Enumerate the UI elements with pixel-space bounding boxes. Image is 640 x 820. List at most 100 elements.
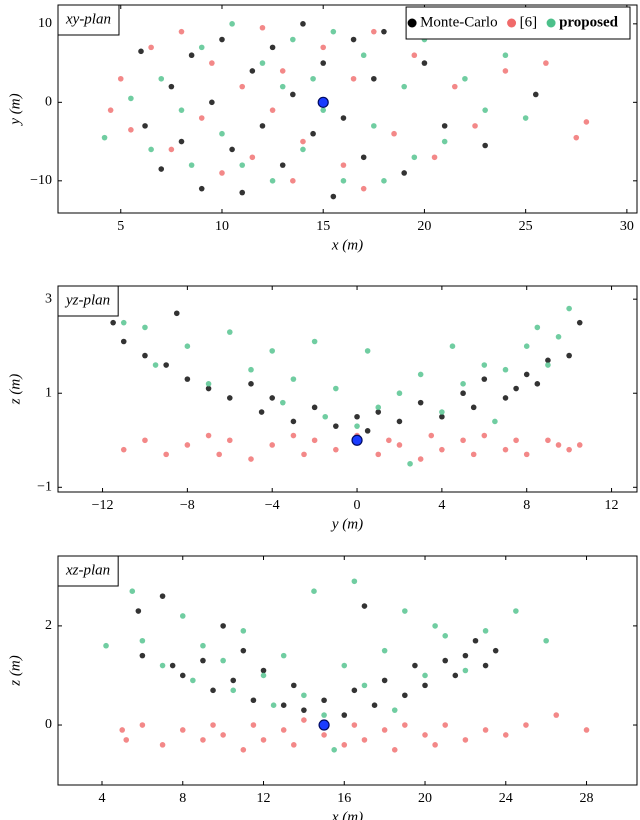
point [269, 107, 276, 113]
point [482, 662, 489, 669]
point [148, 146, 154, 153]
x-tick-label: 10 [215, 219, 229, 234]
legend-label: [6] [520, 14, 538, 30]
point [168, 146, 175, 153]
point [566, 446, 572, 453]
x-tick-label: 20 [418, 791, 432, 806]
point [190, 677, 196, 684]
point [543, 60, 549, 66]
axes-frame [57, 555, 638, 786]
point [364, 428, 371, 434]
point [159, 662, 166, 669]
axes-frame [57, 4, 638, 214]
point [110, 319, 116, 326]
point [120, 338, 127, 345]
point [321, 732, 327, 738]
point [351, 687, 358, 694]
y-tick-label: −10 [30, 173, 52, 188]
legend-frame [405, 6, 631, 40]
point [120, 319, 127, 326]
x-tick-label: −8 [180, 498, 195, 513]
point [340, 178, 347, 184]
point [205, 432, 212, 439]
point [545, 357, 551, 364]
plot-label: xy-plan [65, 11, 111, 27]
point [240, 628, 247, 634]
point [269, 442, 276, 448]
point [402, 608, 408, 614]
point [226, 329, 233, 335]
point [188, 52, 195, 59]
point [239, 189, 246, 196]
point [351, 722, 358, 728]
point [534, 381, 541, 387]
point [178, 28, 185, 35]
point [120, 446, 127, 453]
point [280, 652, 287, 659]
plot-label: yz-plan [64, 292, 110, 308]
point [269, 178, 276, 184]
point [360, 52, 367, 59]
point [354, 423, 360, 429]
point [290, 742, 297, 748]
point [226, 437, 233, 444]
point [411, 154, 418, 161]
y-tick-label: 2 [45, 618, 52, 633]
true-position [318, 719, 330, 731]
point [178, 107, 185, 113]
point [260, 737, 267, 743]
point [250, 697, 257, 704]
point [340, 162, 347, 168]
point [502, 366, 509, 373]
point [290, 682, 297, 689]
point [311, 404, 318, 411]
point [248, 381, 254, 387]
point [482, 727, 489, 733]
point [163, 362, 169, 368]
point [322, 413, 329, 420]
y-tick-label: −1 [37, 480, 52, 495]
point [502, 395, 509, 401]
point [417, 456, 424, 462]
point [472, 637, 479, 644]
point [300, 146, 306, 153]
point [280, 727, 287, 733]
point [502, 52, 509, 59]
point [360, 185, 367, 192]
point [375, 404, 382, 411]
point [159, 593, 166, 599]
points [110, 305, 583, 467]
point [220, 623, 226, 629]
point [311, 338, 318, 345]
point [239, 83, 246, 90]
point [545, 362, 551, 368]
x-tick-label: −4 [265, 498, 280, 513]
point [184, 343, 191, 350]
plot-label-box [57, 4, 120, 36]
legend: Monte-Carlo [6] proposed [405, 6, 631, 40]
point [462, 737, 469, 743]
point [396, 390, 403, 397]
point [258, 409, 265, 415]
point [220, 657, 226, 664]
point [583, 119, 590, 125]
point [129, 588, 136, 594]
point [543, 637, 549, 644]
point [381, 647, 388, 654]
legend-swatch [407, 18, 417, 28]
point [361, 603, 368, 609]
point [310, 75, 316, 82]
x-tick-label: 25 [519, 219, 533, 234]
legend-label: proposed [559, 14, 619, 30]
point [260, 672, 267, 679]
point [290, 91, 296, 98]
point [226, 395, 233, 401]
point [139, 637, 146, 644]
point [198, 44, 205, 51]
point [534, 324, 541, 331]
point [364, 348, 371, 354]
y-tick-label: 1 [45, 385, 52, 400]
point [107, 107, 114, 113]
point [583, 727, 590, 733]
point [375, 409, 382, 415]
